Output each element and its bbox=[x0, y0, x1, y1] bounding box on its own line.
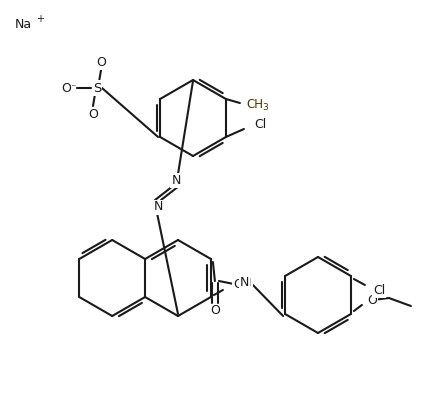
Text: CH: CH bbox=[246, 98, 263, 111]
Text: +: + bbox=[36, 14, 44, 24]
Text: O: O bbox=[96, 55, 106, 68]
Text: O: O bbox=[367, 293, 377, 306]
Text: N: N bbox=[153, 201, 163, 213]
Text: N: N bbox=[171, 174, 181, 187]
Text: O: O bbox=[88, 107, 98, 121]
Text: H: H bbox=[243, 278, 251, 288]
Text: O: O bbox=[61, 82, 71, 94]
Text: Cl: Cl bbox=[254, 119, 266, 131]
Text: S: S bbox=[93, 82, 101, 94]
Text: O: O bbox=[210, 304, 220, 318]
Text: N: N bbox=[240, 277, 249, 289]
Text: Na: Na bbox=[15, 18, 32, 31]
Text: ⁻: ⁻ bbox=[70, 83, 75, 93]
Text: 3: 3 bbox=[262, 103, 268, 111]
Text: OH: OH bbox=[233, 279, 252, 291]
Text: Cl: Cl bbox=[373, 283, 385, 297]
